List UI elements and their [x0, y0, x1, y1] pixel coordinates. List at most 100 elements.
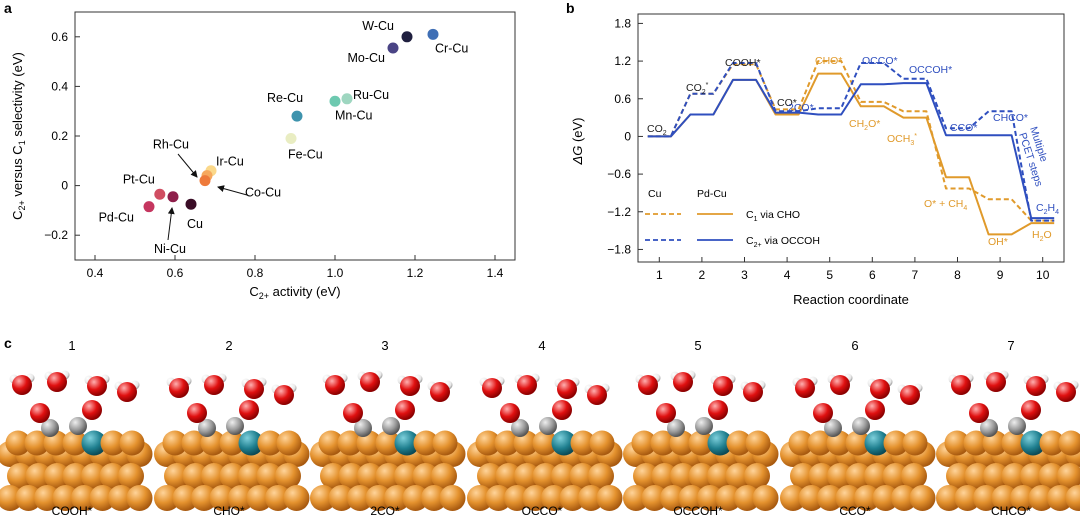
- cu-atom: [726, 430, 752, 456]
- cu-atom: [845, 430, 871, 456]
- dopant-atom: [81, 430, 107, 456]
- cu-atom: [164, 463, 190, 489]
- x-tick-label: 0.4: [87, 266, 104, 280]
- structure-5: 5 OCCOH*: [623, 338, 779, 518]
- carbon-atom: [539, 417, 557, 435]
- ann-cco: CCO*: [950, 122, 977, 134]
- oxygen-atom: [274, 385, 294, 405]
- ann-cho: CHO*: [815, 55, 842, 67]
- cu-atom: [310, 485, 336, 511]
- cu-atom: [477, 463, 503, 489]
- cu-atom: [891, 485, 917, 511]
- cu-atom: [24, 430, 50, 456]
- cu-atom: [697, 485, 723, 511]
- point-w-cu: [401, 31, 413, 43]
- x-tick-label: 5: [826, 268, 833, 282]
- y-tick-label: 0.6: [51, 30, 68, 44]
- cu-atom: [532, 463, 559, 489]
- oxygen-atom: [517, 375, 537, 395]
- cu-atom: [357, 463, 383, 489]
- cu-atom: [1039, 430, 1065, 456]
- oxygen-atom: [708, 400, 728, 420]
- label-re-cu: Re-Cu: [267, 91, 303, 105]
- structure-1: 1 COOH*: [0, 338, 153, 518]
- cu-atom: [752, 485, 779, 511]
- oxygen-atom: [117, 382, 137, 402]
- y-tick-label: 1.8: [614, 16, 631, 30]
- cu-atom: [883, 430, 909, 456]
- cu-atom: [641, 485, 668, 511]
- cu-atom: [283, 485, 310, 511]
- x-axis-title: Reaction coordinate: [793, 292, 909, 307]
- cu-atom: [559, 485, 586, 511]
- structure-number: 6: [851, 338, 858, 353]
- cu-atom: [89, 485, 116, 511]
- y-tick-label: 0: [624, 129, 631, 143]
- dopant-atom: [551, 430, 577, 456]
- cu-atom: [118, 463, 144, 489]
- label-w-cu: W-Cu: [362, 19, 394, 33]
- structure-label: 2CO*: [370, 504, 400, 518]
- oxygen-atom: [169, 378, 189, 398]
- oxygen-atom: [87, 376, 107, 396]
- scatter-points: [143, 28, 439, 213]
- cu-atom: [845, 463, 872, 489]
- cu-atom: [62, 463, 89, 489]
- y-tick-label: −1.2: [607, 205, 631, 219]
- oxygen-atom: [713, 376, 733, 396]
- legend-col-cu: Cu: [648, 188, 662, 200]
- cu-atom: [541, 485, 567, 511]
- panel-c-structures: c 1 COOH* 2 CHO* 3 2CO* 4 OCCO* 5 OCCOH* 6 CCO* 7 CHC…: [0, 335, 1080, 518]
- point-ni-cu: [167, 191, 179, 203]
- ann-2co: 2CO*: [788, 102, 814, 114]
- cu-atom: [715, 485, 742, 511]
- cu-atom: [734, 485, 760, 511]
- ann-chco: CHCO*: [993, 112, 1028, 124]
- oxygen-atom: [47, 372, 67, 392]
- carbon-atom: [1008, 417, 1026, 435]
- cu-atom: [413, 430, 439, 456]
- ann-cooh: COOH*: [725, 57, 761, 69]
- cu-atom: [1057, 463, 1080, 489]
- cu-atom: [337, 430, 363, 456]
- y-tick-label: −0.2: [44, 228, 68, 242]
- legend-entry-c2: C2+ via OCCOH: [746, 235, 820, 249]
- cu-atom: [678, 485, 705, 511]
- x-tick-label: 1.0: [327, 266, 344, 280]
- cu-atom: [5, 430, 31, 456]
- x-axis-title: C2+ activity (eV): [249, 284, 340, 301]
- label-mn-cu: Mn-Cu: [335, 108, 373, 122]
- carbon-atom: [852, 417, 870, 435]
- oxygen-atom: [870, 379, 890, 399]
- x-tick-label: 3: [741, 268, 748, 282]
- oxygen-atom: [430, 382, 450, 402]
- co-cu-arrow: [217, 185, 248, 196]
- carbon-atom: [354, 419, 372, 437]
- oxygen-atom: [395, 400, 415, 420]
- carbon-atom: [667, 419, 685, 437]
- carbon-atom: [226, 417, 244, 435]
- structure-number: 1: [68, 338, 75, 353]
- structure-label: OCCOH*: [673, 504, 723, 518]
- y-tick-label: 0.4: [51, 79, 68, 93]
- cu-atom: [495, 463, 522, 489]
- legend-col-pdcu: Pd-Cu: [697, 188, 727, 200]
- cu-atom: [623, 485, 649, 511]
- point-pd-cu: [143, 201, 155, 213]
- structure-3: 3 2CO*: [310, 338, 466, 518]
- cu-atom: [854, 485, 880, 511]
- ann-occo: OCCO*: [862, 55, 898, 67]
- cu-atom: [835, 485, 862, 511]
- cu-atom: [100, 430, 126, 456]
- oxygen-atom: [865, 400, 885, 420]
- cu-atom: [71, 485, 97, 511]
- cu-atom: [126, 485, 153, 511]
- cu-atom: [551, 463, 577, 489]
- oxygen-atom: [187, 403, 207, 423]
- cu-atom: [276, 430, 302, 456]
- path-series-2: [647, 62, 1055, 222]
- dopant-atom: [1020, 430, 1046, 456]
- x-tick-label: 1.2: [407, 266, 424, 280]
- cu-atom: [807, 430, 833, 456]
- cu-atom: [1001, 463, 1028, 489]
